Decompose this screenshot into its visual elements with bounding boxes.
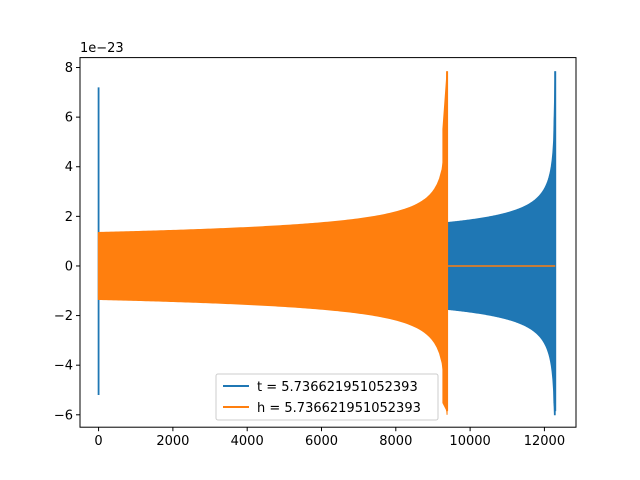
y-tick-label: −4 [54, 359, 73, 374]
legend-label-h: h = 5.736621951052393 [257, 401, 421, 416]
series-layer [97, 71, 557, 416]
y-tick-label: 2 [65, 210, 73, 225]
x-tick-label: 6000 [305, 434, 338, 449]
y-tick-label: 4 [65, 160, 73, 175]
x-tick-label: 8000 [379, 434, 412, 449]
y-tick-label: 0 [65, 259, 73, 274]
series-h [97, 71, 556, 415]
plot-frame [79, 57, 577, 428]
x-axis: 0 2000 4000 6000 8000 10000 12000 [94, 427, 565, 449]
y-axis: −6 −4 −2 0 2 4 6 8 [54, 61, 80, 423]
y-tick-label: 8 [65, 61, 73, 76]
y-offset-label: 1e−23 [80, 41, 124, 56]
y-tick-label: −2 [54, 309, 73, 324]
legend: t = 5.736621951052393 h = 5.736621951052… [215, 373, 439, 421]
series-envelope [98, 117, 448, 415]
series-peak-fill [442, 71, 448, 412]
series-peak-fill [553, 71, 556, 412]
x-tick-label: 0 [94, 434, 102, 449]
legend-box [215, 373, 439, 421]
x-tick-label: 12000 [524, 434, 565, 449]
x-tick-label: 10000 [449, 434, 490, 449]
y-tick-label: 6 [65, 111, 73, 126]
y-tick-label: −6 [54, 408, 73, 423]
legend-label-t: t = 5.736621951052393 [257, 380, 418, 395]
x-tick-label: 4000 [231, 434, 264, 449]
x-tick-label: 2000 [156, 434, 189, 449]
